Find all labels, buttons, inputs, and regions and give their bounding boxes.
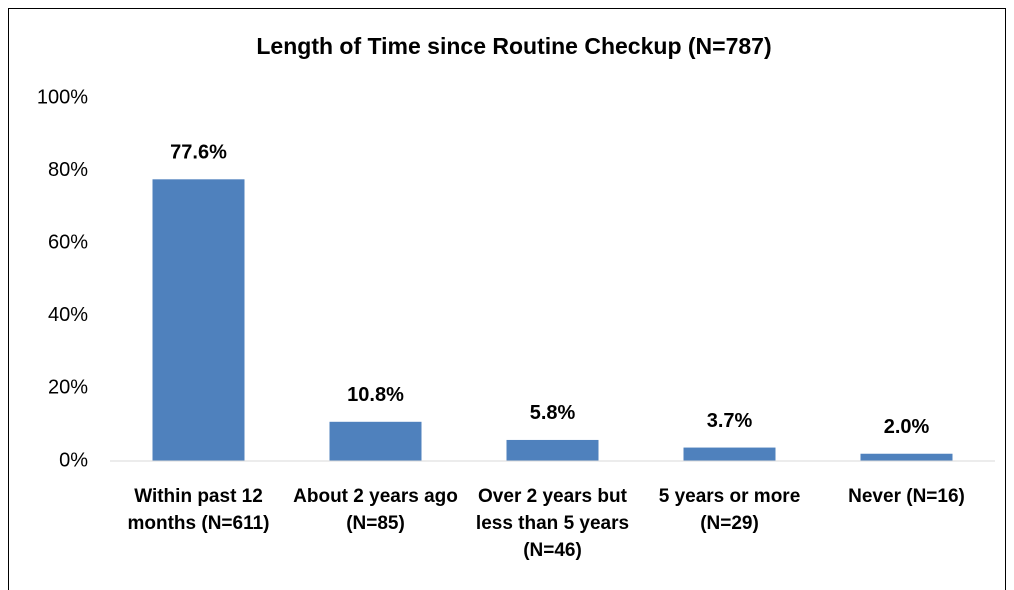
value-label: 3.7% <box>707 410 753 432</box>
chart-border <box>8 8 1006 590</box>
x-tick-label: About 2 years ago (N=85) <box>293 486 458 534</box>
bar <box>860 453 953 461</box>
value-label: 2.0% <box>884 416 930 438</box>
x-tick-label: Over 2 years but less than 5 years (N=46… <box>475 486 630 561</box>
y-tick-label: 0% <box>59 449 88 471</box>
x-tick-label: Within past 12 months (N=611) <box>127 486 270 534</box>
value-label: 5.8% <box>530 402 576 424</box>
x-tick-label: 5 years or more (N=29) <box>658 486 801 534</box>
y-tick-label: 40% <box>48 304 88 326</box>
value-label: 10.8% <box>347 384 404 406</box>
bar <box>329 421 422 461</box>
y-tick-label: 100% <box>37 86 88 108</box>
value-label: 77.6% <box>170 142 227 164</box>
x-tick-label: Never (N=16) <box>848 486 965 507</box>
chart-title: Length of Time since Routine Checkup (N=… <box>256 33 771 59</box>
bar <box>506 439 599 461</box>
y-tick-label: 20% <box>48 377 88 399</box>
bar <box>683 447 776 461</box>
y-tick-label: 80% <box>48 159 88 181</box>
bar <box>152 179 245 461</box>
y-tick-label: 60% <box>48 231 88 253</box>
